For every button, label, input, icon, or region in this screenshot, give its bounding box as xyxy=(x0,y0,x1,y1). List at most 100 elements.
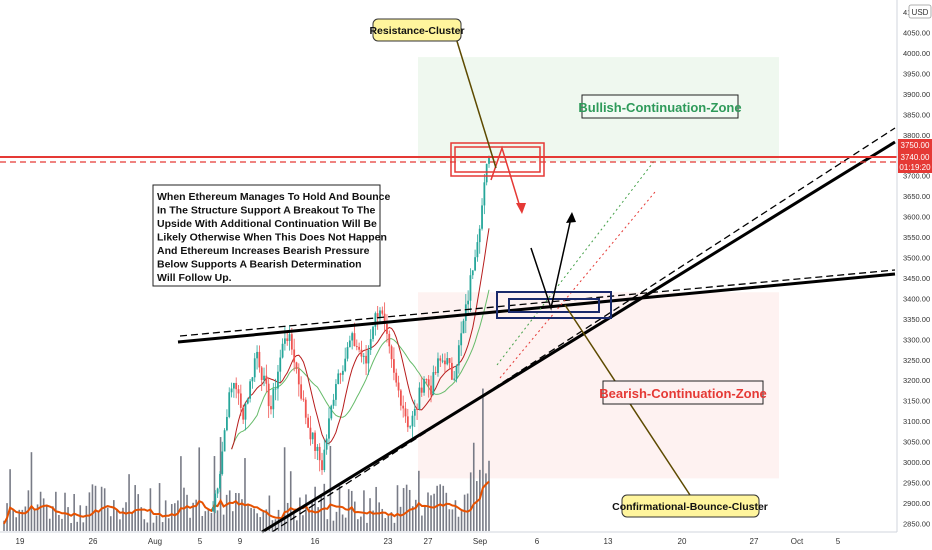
volume-bar xyxy=(216,510,219,531)
volume-bar xyxy=(399,506,402,531)
candle-body xyxy=(469,275,472,301)
time-tick-label: Aug xyxy=(148,537,162,546)
candle-body xyxy=(390,346,393,360)
volume-bar xyxy=(381,508,384,531)
volume-bar xyxy=(48,518,51,531)
volume-bar xyxy=(402,488,405,531)
price-tick-label: 2950.00 xyxy=(903,478,930,487)
volume-bar xyxy=(207,509,210,531)
volume-bar xyxy=(94,485,97,531)
volume-bar xyxy=(231,511,234,531)
candle-body xyxy=(358,346,361,350)
candle-body xyxy=(323,449,326,471)
price-tick-label: 3450.00 xyxy=(903,274,930,283)
candle-body xyxy=(281,343,284,358)
volume-bar xyxy=(195,499,197,531)
volume-bar xyxy=(15,517,18,531)
candle-body xyxy=(388,333,391,347)
volume-bar xyxy=(67,507,69,531)
analysis-note-line: Will Follow Up. xyxy=(157,272,232,284)
price-axis-background xyxy=(897,0,932,550)
volume-bar xyxy=(479,469,481,531)
volume-bar xyxy=(33,508,36,531)
candle-body xyxy=(432,372,435,395)
candle-body xyxy=(418,387,421,410)
price-tick-label: 3500.00 xyxy=(903,254,930,263)
candle-body xyxy=(404,408,407,417)
volume-bar xyxy=(360,516,362,531)
volume-bar xyxy=(366,522,368,531)
volume-bar xyxy=(146,522,149,531)
candle-body xyxy=(339,373,342,375)
candle-body xyxy=(219,473,221,489)
volume-bar xyxy=(36,504,39,531)
volume-bar xyxy=(253,508,255,531)
price-tick-label: 2900.00 xyxy=(903,499,930,508)
candle-body xyxy=(437,358,439,374)
candle-body xyxy=(309,427,312,440)
candle-body xyxy=(332,399,335,406)
volume-bar xyxy=(61,518,63,531)
volume-bar xyxy=(30,452,33,531)
candle-body xyxy=(348,340,351,348)
candle-body xyxy=(430,385,432,395)
projection-bearish-dotted xyxy=(499,191,656,379)
candle-body xyxy=(307,417,309,428)
candle-body xyxy=(316,446,319,451)
trendlines xyxy=(177,127,896,534)
candle-body xyxy=(464,304,467,321)
volume-bar xyxy=(363,490,365,531)
candle-body xyxy=(381,310,384,314)
candle-body xyxy=(226,416,228,431)
volume-bar xyxy=(140,507,143,531)
candle-body xyxy=(325,438,328,450)
volume-bar xyxy=(421,515,423,531)
time-tick-label: 20 xyxy=(678,537,687,546)
currency-badge-box xyxy=(908,4,932,19)
volume-bar xyxy=(152,522,155,531)
volume-bar xyxy=(3,520,5,531)
volume-bar xyxy=(97,510,100,531)
resistance-callout-pointer xyxy=(455,37,497,169)
red-arrow-head xyxy=(516,203,526,214)
volume-bar xyxy=(235,492,237,531)
volume-bar xyxy=(128,474,130,531)
volume-bar xyxy=(433,493,435,531)
volume-bar xyxy=(186,494,188,531)
candle-body xyxy=(376,313,379,318)
candle-body xyxy=(395,372,398,383)
candle-body xyxy=(406,416,409,428)
volume-bar xyxy=(241,499,243,531)
volume-bar xyxy=(314,486,316,531)
volume-bar xyxy=(454,500,457,531)
time-tick-label: Sep xyxy=(473,537,488,546)
volume-bar xyxy=(238,493,240,531)
volume-bar xyxy=(396,485,399,531)
candle-body xyxy=(311,432,314,440)
volume-bar xyxy=(228,490,231,531)
volume-bar xyxy=(21,509,24,531)
candle-body xyxy=(483,182,486,206)
volume-bar xyxy=(482,388,484,531)
candle-body xyxy=(462,320,465,334)
moving-average-fast xyxy=(231,228,490,450)
resistance-trendline-offset xyxy=(179,269,896,337)
resistance-price-tag-box xyxy=(898,139,932,151)
candle-body xyxy=(409,426,412,428)
currency-badge: USD xyxy=(912,8,929,17)
volume-bar xyxy=(42,498,45,531)
candlesticks xyxy=(212,155,490,514)
price-tick-label: 3100.00 xyxy=(903,417,930,426)
time-tick-label: 9 xyxy=(238,537,243,546)
candle-body xyxy=(460,333,463,346)
candle-body xyxy=(251,377,254,382)
bearish-zone-label-box xyxy=(602,380,764,405)
volume-bar xyxy=(384,518,387,531)
volume-bar xyxy=(64,492,66,531)
volume-bar xyxy=(283,447,286,531)
volume-bar xyxy=(302,515,304,531)
candle-body xyxy=(335,384,337,400)
resistance-cluster-callout: Resistance-Cluster xyxy=(369,25,464,37)
volume-bar xyxy=(268,495,271,531)
candle-body xyxy=(267,383,270,407)
